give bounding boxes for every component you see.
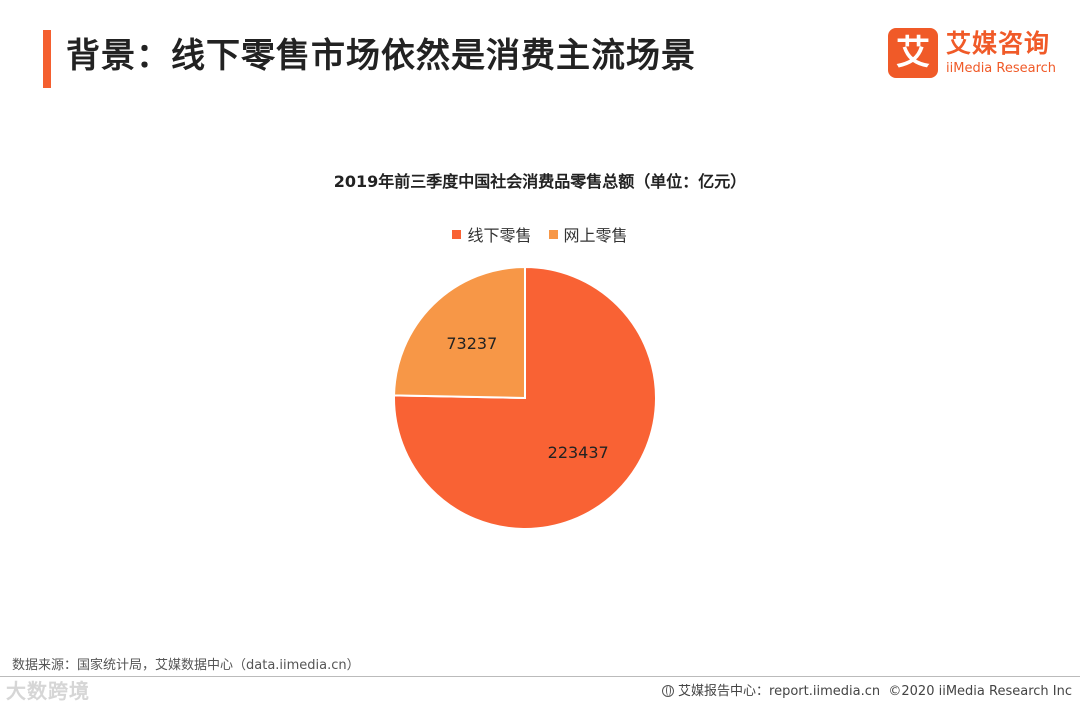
legend-swatch-offline xyxy=(452,230,462,239)
footer-info: 艾媒报告中心：report.iimedia.cn ©2020 iiMedia R… xyxy=(662,680,1072,699)
pie-slice-0 xyxy=(393,265,657,530)
legend-swatch-online xyxy=(548,230,558,239)
page-title: 背景：线下零售市场依然是消费主流场景 xyxy=(66,36,696,76)
brand-name-en: iiMedia Research xyxy=(946,61,1057,76)
pie-data-label-1: 73237 xyxy=(446,334,497,353)
legend-label-offline: 线下零售 xyxy=(467,226,532,245)
footer-divider xyxy=(0,676,1080,677)
globe-icon xyxy=(662,684,675,697)
pie-slice-1 xyxy=(393,265,526,400)
data-source: 数据来源：国家统计局，艾媒数据中心（data.iimedia.cn） xyxy=(12,658,360,673)
chart-title: 2019年前三季度中国社会消费品零售总额（单位：亿元） xyxy=(333,172,747,191)
legend-item-offline: 线下零售 xyxy=(452,222,531,246)
legend-item-online: 网上零售 xyxy=(548,222,628,246)
legend-label-online: 网上零售 xyxy=(563,226,628,245)
chart-legend: 线下零售 网上零售 xyxy=(0,222,1080,246)
brand-logo-mark: 艾 xyxy=(888,28,938,78)
brand-logo: 艾 艾媒咨询 iiMedia Research xyxy=(888,28,1068,84)
copyright: ©2020 iiMedia Research Inc xyxy=(888,684,1072,699)
brand-name-cn: 艾媒咨询 xyxy=(946,29,1051,58)
pie-data-label-0: 223437 xyxy=(548,443,609,462)
watermark: 大数跨境 xyxy=(6,679,90,703)
title-accent-bar xyxy=(43,30,51,88)
report-site: 艾媒报告中心：report.iimedia.cn xyxy=(678,684,881,699)
